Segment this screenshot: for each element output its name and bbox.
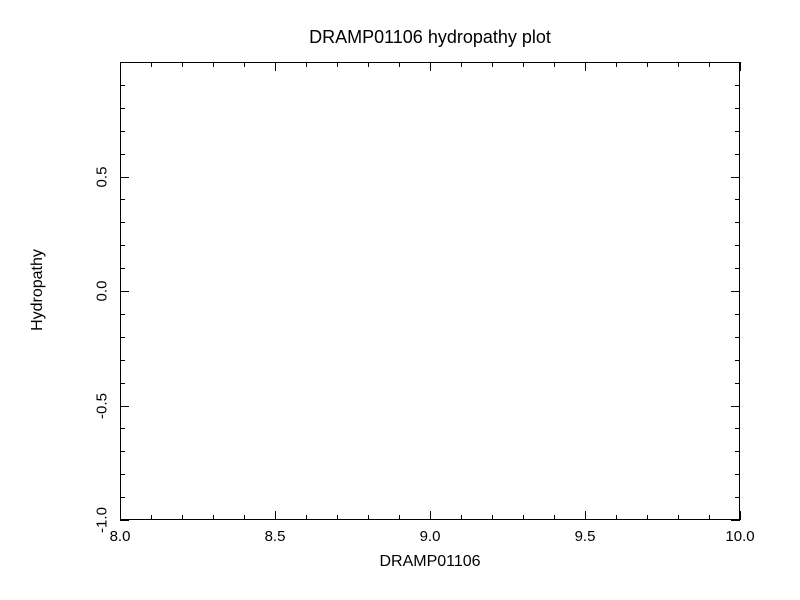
axis-tick <box>735 245 740 246</box>
axis-tick <box>678 62 679 67</box>
axis-tick <box>120 474 125 475</box>
axis-tick <box>120 497 125 498</box>
axis-tick <box>120 520 129 521</box>
axis-tick <box>735 85 740 86</box>
axis-tick <box>735 360 740 361</box>
axis-tick <box>735 199 740 200</box>
x-tick-label: 10.0 <box>725 528 754 545</box>
axis-tick <box>616 515 617 520</box>
axis-tick <box>151 515 152 520</box>
axis-tick <box>120 511 121 520</box>
axis-tick <box>492 62 493 67</box>
axis-tick <box>182 515 183 520</box>
axis-tick <box>461 515 462 520</box>
chart-container: DRAMP01106 hydropathy plot DRAMP01106 Hy… <box>0 0 800 600</box>
axis-tick <box>182 62 183 67</box>
axis-tick <box>616 62 617 67</box>
y-tick-label: 0.0 <box>94 271 111 311</box>
axis-tick <box>523 515 524 520</box>
axis-tick <box>275 511 276 520</box>
axis-tick <box>213 515 214 520</box>
axis-tick <box>585 511 586 520</box>
axis-tick <box>731 406 740 407</box>
axis-tick <box>735 428 740 429</box>
axis-tick <box>735 154 740 155</box>
axis-tick <box>492 515 493 520</box>
axis-tick <box>709 62 710 67</box>
axis-tick <box>678 515 679 520</box>
axis-tick <box>735 383 740 384</box>
axis-tick <box>731 177 740 178</box>
axis-tick <box>120 406 129 407</box>
axis-tick <box>647 62 648 67</box>
axis-tick <box>120 245 125 246</box>
axis-tick <box>120 108 125 109</box>
axis-tick <box>120 451 125 452</box>
axis-tick <box>151 62 152 67</box>
axis-tick <box>120 314 125 315</box>
axis-tick <box>399 515 400 520</box>
axis-tick <box>120 154 125 155</box>
axis-tick <box>585 62 586 71</box>
axis-tick <box>735 131 740 132</box>
axis-tick <box>731 520 740 521</box>
x-tick-label: 8.0 <box>110 528 131 545</box>
axis-tick <box>735 497 740 498</box>
y-tick-label: -1.0 <box>94 500 111 540</box>
axis-tick <box>735 314 740 315</box>
axis-tick <box>735 337 740 338</box>
axis-tick <box>120 131 125 132</box>
x-tick-label: 9.0 <box>420 528 441 545</box>
axis-tick <box>709 515 710 520</box>
axis-tick <box>735 222 740 223</box>
axis-tick <box>306 515 307 520</box>
axis-tick <box>523 62 524 67</box>
axis-tick <box>461 62 462 67</box>
axis-tick <box>735 268 740 269</box>
axis-tick <box>368 515 369 520</box>
axis-tick <box>120 85 125 86</box>
axis-tick <box>735 474 740 475</box>
x-tick-label: 8.5 <box>265 528 286 545</box>
axis-tick <box>120 360 125 361</box>
axis-tick <box>120 268 125 269</box>
y-tick-label: 0.5 <box>94 157 111 197</box>
axis-tick <box>430 511 431 520</box>
axis-tick <box>554 62 555 67</box>
axis-tick <box>430 62 431 71</box>
axis-tick <box>244 62 245 67</box>
axis-tick <box>120 177 129 178</box>
axis-tick <box>120 199 125 200</box>
axis-tick <box>731 291 740 292</box>
axis-tick <box>306 62 307 67</box>
axis-tick <box>120 291 129 292</box>
axis-tick <box>120 337 125 338</box>
axis-tick <box>368 62 369 67</box>
y-tick-label: -0.5 <box>94 386 111 426</box>
axis-tick <box>399 62 400 67</box>
axis-tick <box>337 515 338 520</box>
plot-area <box>120 62 740 520</box>
y-axis-label: Hydropathy <box>29 230 47 350</box>
axis-tick <box>740 62 741 71</box>
x-tick-label: 9.5 <box>575 528 596 545</box>
axis-tick <box>120 222 125 223</box>
axis-tick <box>244 515 245 520</box>
axis-tick <box>120 383 125 384</box>
axis-tick <box>647 515 648 520</box>
axis-tick <box>735 451 740 452</box>
axis-tick <box>337 62 338 67</box>
axis-tick <box>120 428 125 429</box>
axis-tick <box>275 62 276 71</box>
axis-tick <box>735 108 740 109</box>
x-axis-label: DRAMP01106 <box>120 553 740 571</box>
axis-tick <box>740 511 741 520</box>
axis-tick <box>213 62 214 67</box>
axis-tick <box>554 515 555 520</box>
chart-title: DRAMP01106 hydropathy plot <box>120 27 740 48</box>
axis-tick <box>120 62 121 71</box>
